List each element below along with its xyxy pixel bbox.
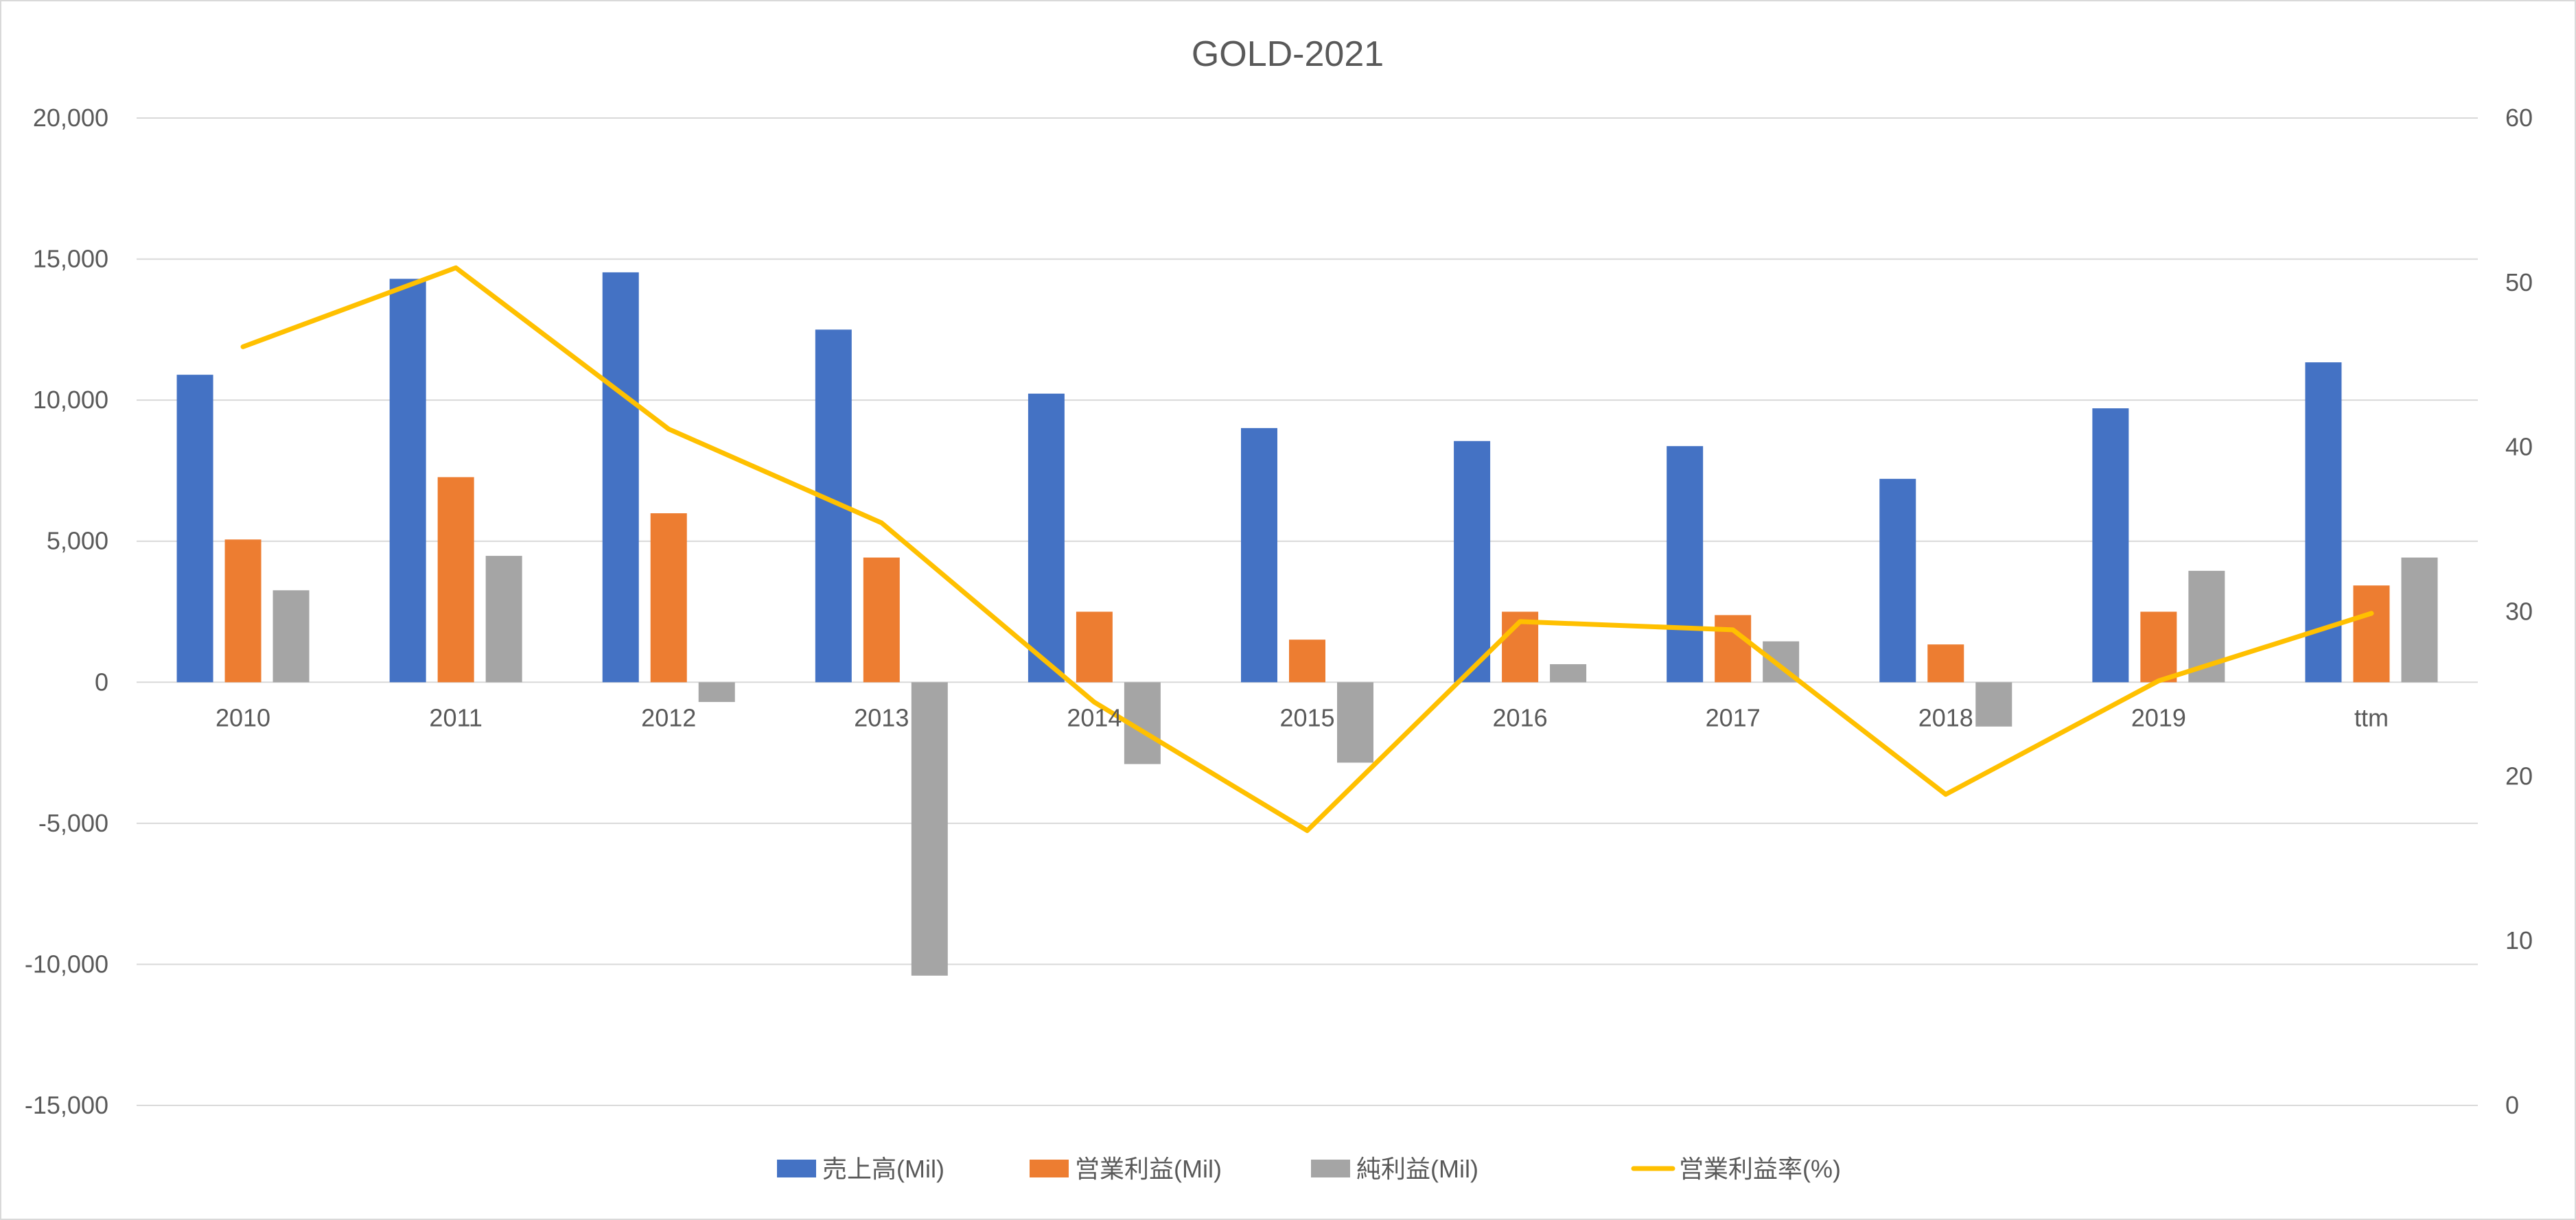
y-left-tick-label: 15,000 [33,245,108,273]
x-tick-label: 2013 [854,703,909,731]
bar-2012 [602,272,639,683]
y-right-tick-label: 10 [2505,926,2533,954]
y-right-tick-label: 30 [2505,598,2533,626]
x-tick-label: 2015 [1279,703,1334,731]
y-right-tick-label: 60 [2505,104,2533,132]
y-right-tick-label: 40 [2505,433,2533,461]
bar-ttm [2353,585,2390,683]
x-tick-label: 2014 [1067,703,1122,731]
bar-2016 [1550,664,1587,683]
bar-2015 [1241,427,1277,683]
x-tick-label: 2011 [429,703,482,731]
bar-2018 [1975,682,2012,727]
y-right-tick-label: 20 [2505,762,2533,790]
bar-2011 [389,279,426,683]
y-left-tick-label: -5,000 [38,809,108,837]
bar-ttm [2401,557,2438,683]
x-tick-label: 2010 [216,703,270,731]
bar-2019 [2092,408,2129,683]
legend-swatch [777,1160,816,1177]
bar-2010 [176,375,213,683]
bar-2019 [2140,611,2177,683]
x-tick-label: 2018 [1918,703,1973,731]
bar-2015 [1337,682,1373,763]
y-left-tick-label: 0 [95,668,108,696]
bar-2017 [1715,615,1752,683]
chart-title: GOLD-2021 [1192,34,1384,74]
bar-2017 [1667,446,1704,683]
bar-2015 [1289,640,1325,683]
legend-label: 営業利益率(%) [1679,1155,1841,1183]
bar-2010 [272,590,310,683]
x-tick-label: 2017 [1706,703,1761,731]
legend-swatch [1311,1160,1350,1177]
bar-2012 [650,513,687,683]
legend-swatch [1030,1160,1069,1177]
bar-2014 [1028,393,1065,683]
bar-2012 [698,682,735,703]
legend-label: 営業利益(Mil) [1075,1155,1222,1183]
bar-2010 [224,539,262,683]
y-left-tick-label: 10,000 [33,386,108,414]
legend-label: 純利益(Mil) [1356,1155,1478,1183]
bar-2018 [1927,644,1964,683]
margin-line [240,265,2374,833]
bar-2011 [485,556,522,683]
y-left-tick-label: -15,000 [25,1091,108,1119]
y-left-tick-label: 5,000 [47,527,108,555]
bar-2018 [1879,478,1916,683]
x-tick-label: 2012 [641,703,696,731]
y-right-tick-label: 50 [2505,268,2533,296]
legend-label: 売上高(Mil) [822,1155,944,1183]
bar-2014 [1076,611,1113,683]
y-left-tick-label: 20,000 [33,104,108,132]
y-left-tick-label: -10,000 [25,950,108,978]
x-tick-label: 2016 [1493,703,1548,731]
bar-2016 [1454,441,1491,683]
bar-2011 [437,477,474,683]
x-tick-label: 2019 [2131,703,2186,731]
y-right-tick-label: 0 [2505,1091,2519,1119]
bar-2013 [911,682,948,976]
x-tick-label: ttm [2354,703,2389,731]
bar-2013 [863,557,900,683]
